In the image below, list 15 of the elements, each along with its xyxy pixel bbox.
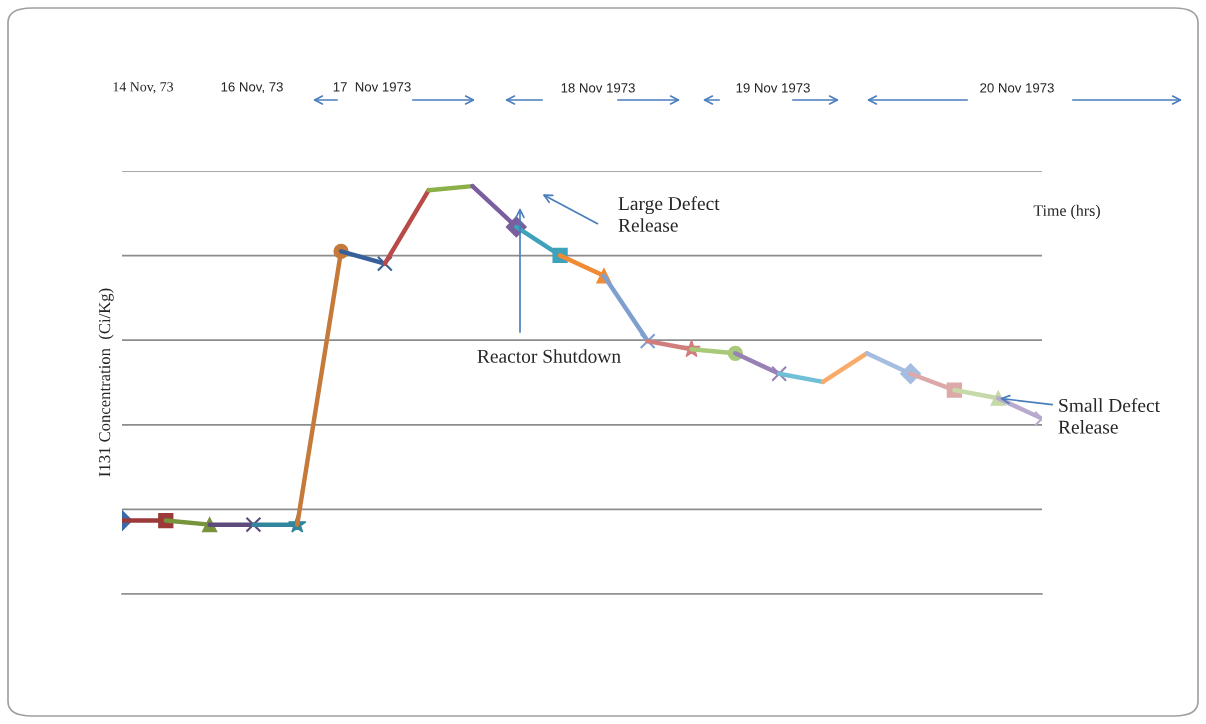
annotation: Time (hrs) xyxy=(1033,204,1100,220)
point xyxy=(376,255,393,272)
point xyxy=(245,516,262,533)
y-axis-title: I131 Concentration (Ci/Kg) xyxy=(98,288,114,477)
point xyxy=(771,365,788,382)
text: 17 Nov 1973 xyxy=(333,82,411,92)
text: 18 Nov 1973 xyxy=(561,83,635,93)
text: Small Defect Release xyxy=(1058,398,1160,434)
annotation: Reactor Shutdown xyxy=(477,349,621,363)
text: 14 Nov, 73 xyxy=(113,82,174,94)
text: 16 Nov, 73 xyxy=(221,82,283,94)
point xyxy=(639,333,656,350)
text: 20 Nov 1973 xyxy=(980,83,1054,93)
text: 19 Nov 1973 xyxy=(736,83,810,93)
annotation: Large Defect Release xyxy=(618,196,720,232)
